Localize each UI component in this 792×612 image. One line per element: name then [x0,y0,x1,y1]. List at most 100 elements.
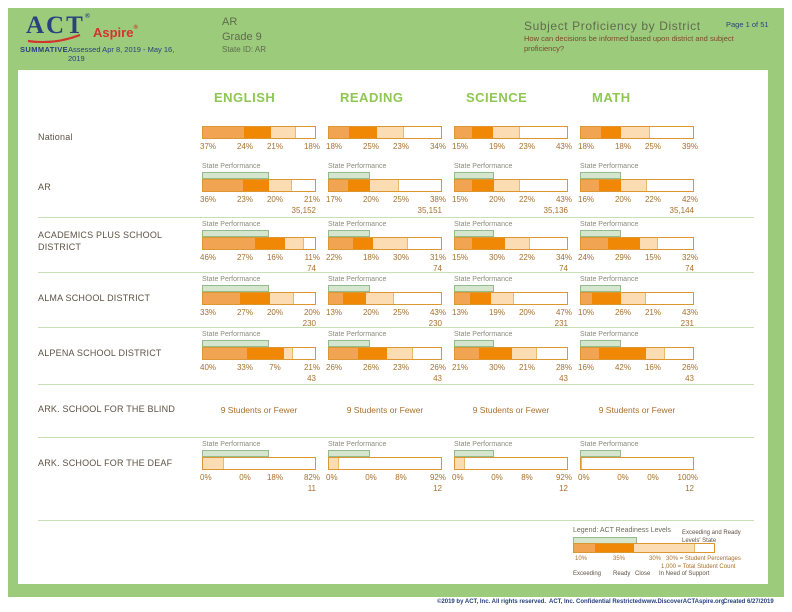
segment-ready [244,127,272,138]
footer-website: www.DiscoverACTAspire.org [642,599,725,605]
segment-in-need-of-support [406,238,441,249]
segment-close [370,180,399,191]
percent-row: 26% 26% 23% 26% [326,363,446,372]
report-title: Subject Proficiency by District [524,19,701,33]
state-performance-label: State Performance [202,441,261,448]
segment-close [386,348,413,359]
segment-in-need-of-support [513,293,566,304]
percent-label: 0% [452,473,464,482]
segment-in-need-of-support [518,180,567,191]
percent-row: 10% 26% 21% 43% [578,308,698,317]
percent-row: 15% 20% 22% 43% [452,195,572,204]
state-performance-bar [580,450,621,457]
segment-exceeding [581,348,599,359]
readiness-bar [202,457,316,470]
segment-close [373,238,407,249]
state-performance-bar [454,230,494,237]
aspire-logo-text: Aspire [93,25,134,40]
percent-row: 46% 27% 16% 11% [200,253,320,262]
readiness-bar [328,126,442,139]
segment-ready [239,293,271,304]
segment-exceeding [455,180,472,191]
segment-exceeding [581,238,608,249]
footer-created-date: Created 6/27/2019 [723,599,774,605]
readiness-bar [328,457,442,470]
percent-row: 0% 0% 8% 92% [452,473,572,482]
segment-close [283,348,292,359]
percent-label: 20% [518,308,535,317]
percent-label: 29% [614,253,631,262]
segment-in-need-of-support [291,180,315,191]
segment-close [271,127,295,138]
segment-exceeding [581,180,599,191]
segment-ready [243,180,270,191]
percent-label: 7% [269,363,281,372]
suppressed-note: 9 Students or Fewer [598,405,676,415]
segment-exceeding [203,348,248,359]
segment-close [504,238,530,249]
readiness-bar [454,292,568,305]
percent-row: 21% 30% 21% 28% [452,363,572,372]
legend-tick-label: 30% [649,556,662,562]
percent-label: 10% [578,308,595,317]
row-separator [38,384,754,385]
state-performance-bar [328,450,370,457]
percent-row: 16% 42% 16% 26% [578,363,698,372]
segment-in-need-of-support [402,127,441,138]
segment-in-need-of-support [294,127,315,138]
percent-label: 40% [200,363,217,372]
segment-exceeding [329,348,358,359]
percent-label: 20% [303,308,320,317]
segment-exceeding [203,180,244,191]
student-count: 35,151 [417,206,442,215]
student-count: 43 [685,374,694,383]
row-label: National [38,132,73,142]
percent-label: 22% [644,195,661,204]
readiness-bar [202,126,316,139]
segment-in-need-of-support [223,458,315,469]
percent-label: 0% [647,473,659,482]
readiness-bar [580,292,694,305]
segment-in-need-of-support [645,180,693,191]
segment-close [270,293,293,304]
percent-label: 20% [362,308,379,317]
act-logo-text: ACT [26,12,85,39]
state-performance-bar [328,230,370,237]
segment-in-need-of-support [529,238,568,249]
state-performance-label: State Performance [580,163,639,170]
state-performance-label: State Performance [328,163,387,170]
percent-row: 33% 27% 20% 20% [200,308,320,317]
legend-level-label: In Need of Support [659,571,710,577]
percent-label: 26% [429,363,446,372]
percent-row: 13% 20% 25% 43% [326,308,446,317]
percent-label: 15% [452,195,469,204]
aspire-logo: Aspire® [93,25,138,40]
segment-close [621,180,646,191]
percent-row: 22% 18% 30% 31% [326,253,446,262]
segment-exceeding [329,180,349,191]
segment-in-need-of-support [393,293,442,304]
row-label: ALPENA SCHOOL DISTRICT [38,348,162,358]
percent-label: 27% [236,253,253,262]
percent-label: 21% [303,363,320,372]
percent-label: 39% [681,142,698,151]
segment-close [365,293,394,304]
percent-row: 0% 0% 0% 100% [578,473,698,482]
percent-label: 22% [326,253,343,262]
percent-label: 21% [266,142,283,151]
segment-close [621,293,645,304]
readiness-bar [580,457,694,470]
percent-label: 92% [429,473,446,482]
row-label: ALMA SCHOOL DISTRICT [38,293,151,303]
student-count: 11 [307,484,316,493]
segment-exceeding [203,238,255,249]
student-count: 74 [433,264,442,273]
percent-row: 18% 18% 25% 39% [578,142,698,151]
percent-label: 21% [452,363,469,372]
percent-label: 43% [429,308,446,317]
student-count: 12 [559,484,568,493]
legend-level-label: Exceeding [573,571,602,577]
column-header-math: MATH [592,90,631,105]
percent-label: 43% [555,142,572,151]
percent-label: 82% [303,473,320,482]
